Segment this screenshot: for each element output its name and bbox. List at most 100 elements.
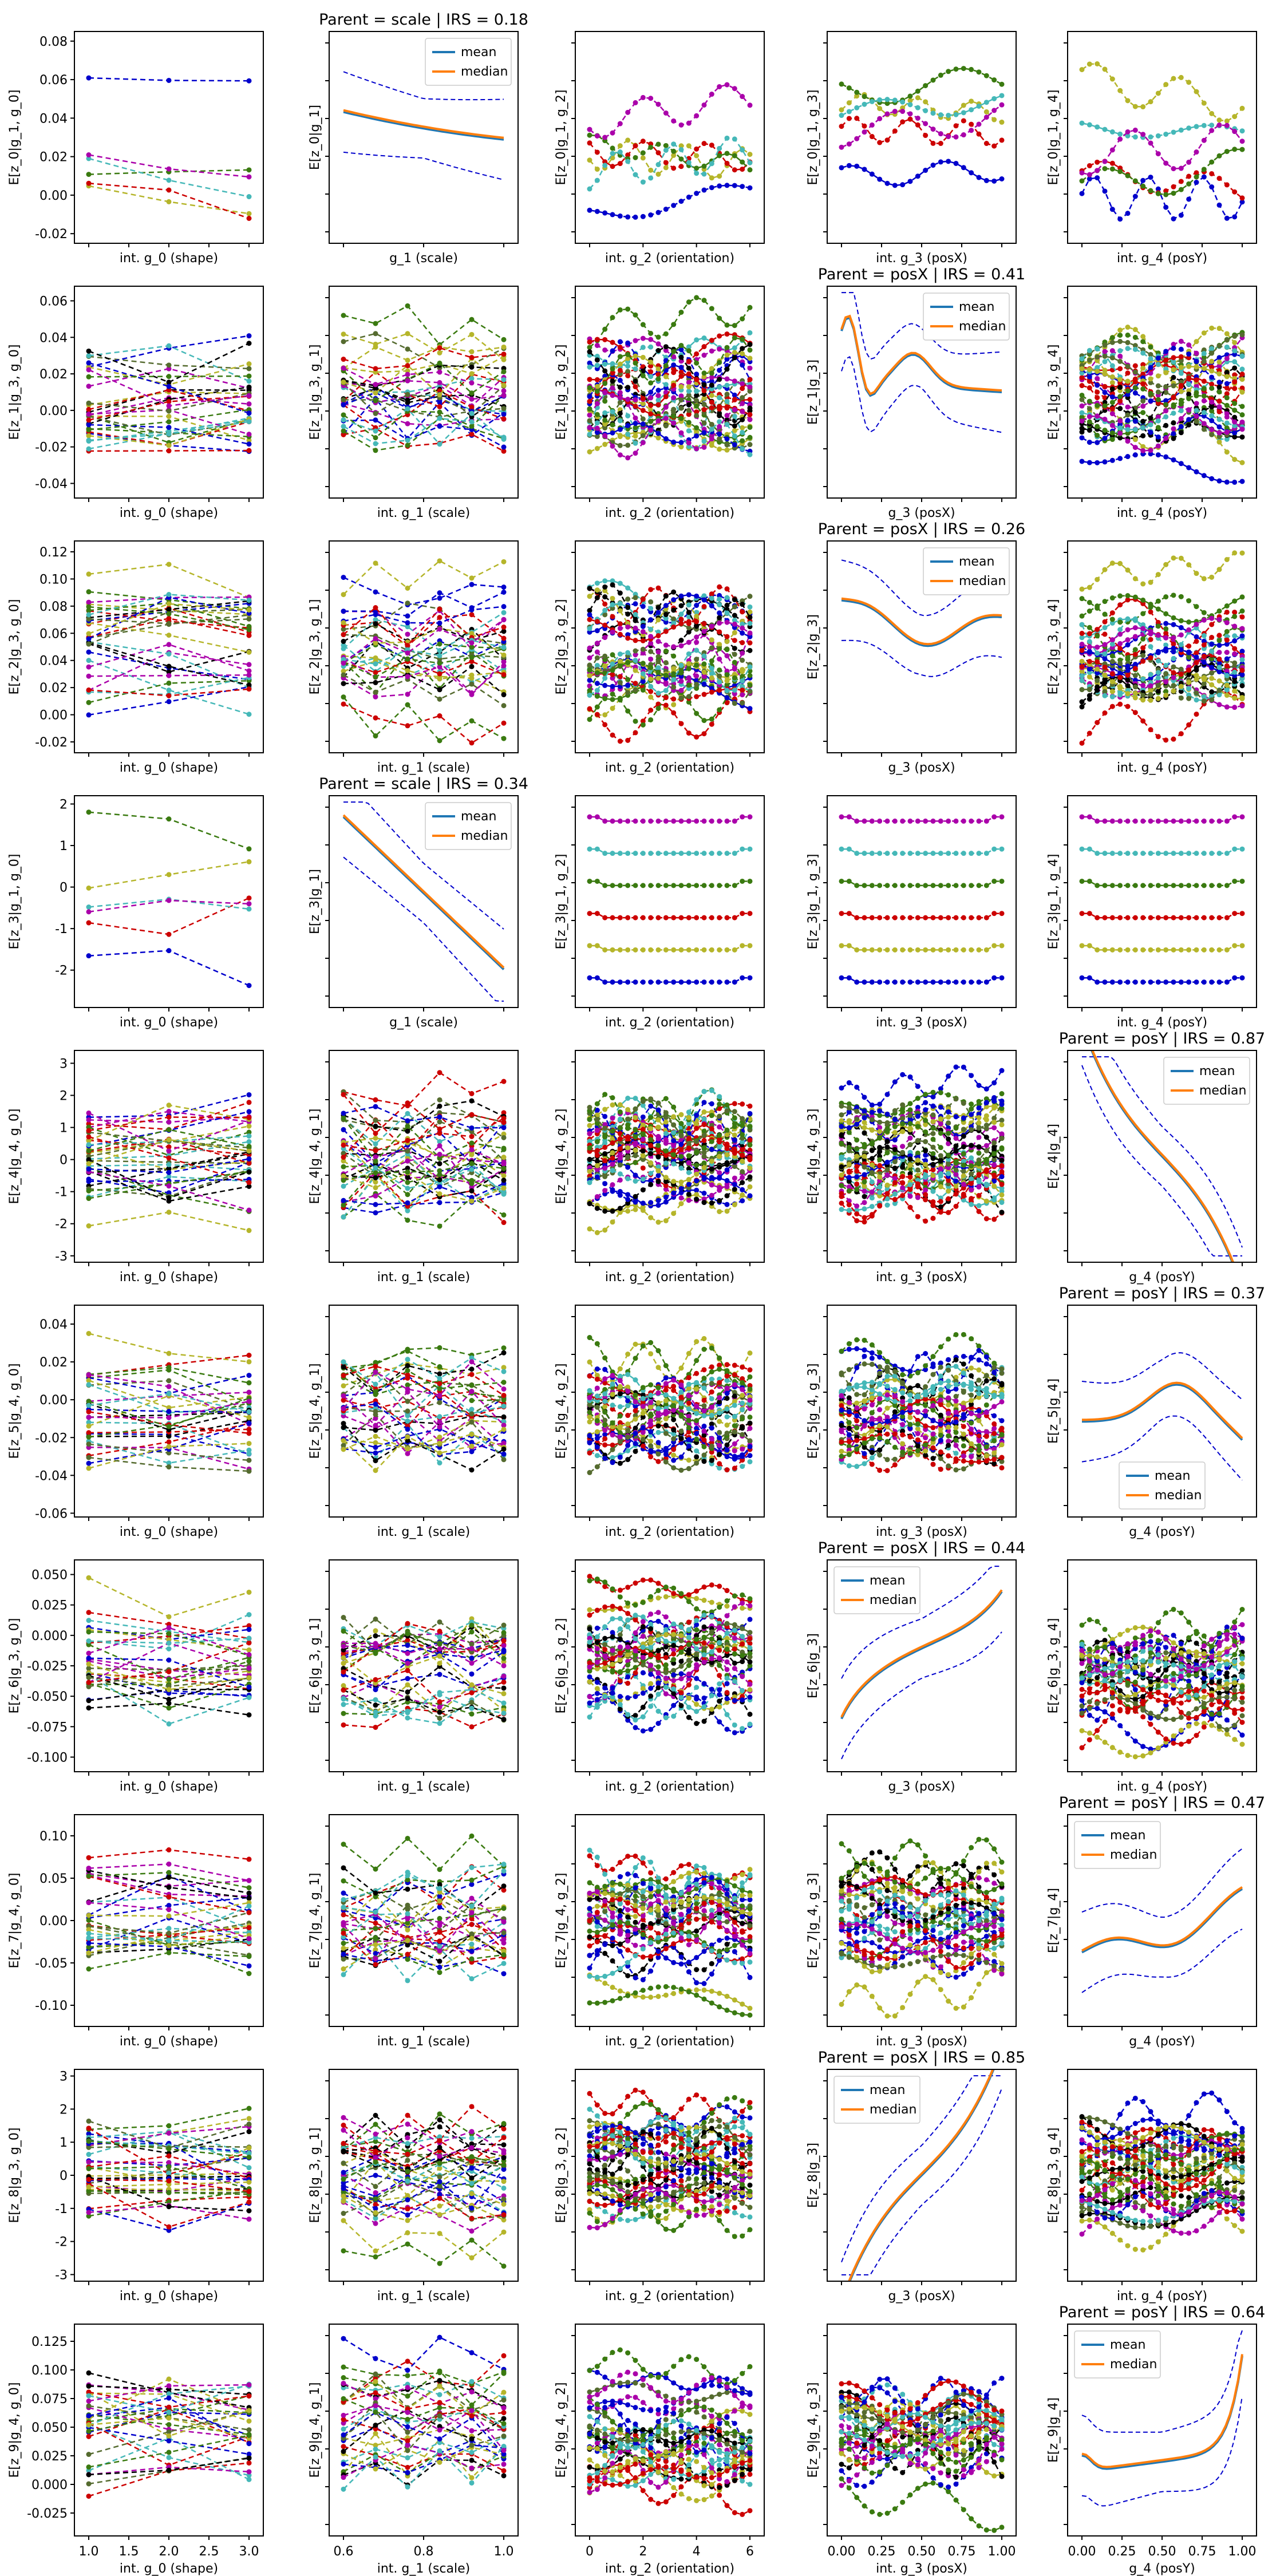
series-marker [1086,674,1092,679]
y-tick-label: -2 [55,1218,68,1232]
series-marker [671,589,677,595]
series-marker [625,677,631,682]
series-marker [1171,436,1176,441]
series-marker [1140,915,1146,920]
series-marker [501,337,507,342]
axes-frame [74,286,264,499]
series-marker [341,432,346,437]
series-line [343,362,504,402]
series-marker [587,339,592,345]
series-marker [587,655,592,661]
series-marker [724,442,730,448]
series-marker [633,214,638,220]
series-marker [640,433,646,438]
series-marker [724,392,730,397]
series-marker [1079,178,1085,184]
series-marker [1140,622,1146,627]
panel-r3-c4: int. g_4 (posY)E[z_3|g_1, g_4] [1046,795,1257,1030]
series-marker [892,915,898,920]
series-marker [747,102,753,108]
series-marker [617,410,623,416]
series-marker [1079,418,1085,424]
series-marker [86,1223,92,1229]
series-marker [587,412,592,418]
series-marker [717,368,722,373]
series-marker [961,915,966,920]
series-marker [877,140,883,145]
series-marker [1095,365,1100,370]
series-marker [1224,420,1230,426]
series-marker [999,943,1005,949]
series-marker [1125,915,1131,920]
series-marker [671,370,677,376]
series-marker [686,730,692,736]
series-marker [717,646,722,651]
series-marker [341,402,346,408]
x-axis-label: int. g_3 (posX) [876,1016,967,1030]
y-tick-label: 0.08 [39,35,68,49]
series-marker [625,351,631,357]
series-marker [1125,370,1131,376]
series-marker [1209,476,1215,481]
series-marker [694,398,700,404]
series-marker [1232,129,1238,135]
series-marker [747,943,753,949]
series-marker [1163,408,1169,414]
series-line [841,68,1002,104]
series-marker [86,687,92,693]
series-marker [1095,650,1100,656]
series-marker [1201,617,1207,623]
series-marker [1171,216,1176,222]
series-marker [1132,576,1138,582]
series-marker [1125,691,1131,697]
series-marker [686,428,692,434]
series-marker [938,112,943,118]
series-line [1081,387,1243,408]
series-marker [587,345,592,350]
y-tick-label: 0.00 [39,709,68,723]
series-marker [246,410,252,416]
series-line [589,337,750,369]
series-marker [1194,89,1199,94]
series-marker [930,818,936,824]
series-marker [938,72,943,78]
series-marker [1224,704,1230,710]
series-marker [166,948,172,954]
series-marker [633,611,638,617]
series-marker [724,151,730,156]
series-marker [678,347,684,353]
series-marker [655,690,661,696]
series-marker [1201,100,1207,106]
series-marker [1171,76,1176,81]
series-marker [633,421,638,426]
series-line [343,661,504,675]
series-marker [1178,354,1184,359]
series-marker [907,179,913,184]
series-marker [678,365,684,370]
y-axis-label: E[z_0|g_1] [308,105,322,170]
series-line [1081,122,1243,139]
series-marker [655,638,661,644]
series-marker [1201,915,1207,920]
series-marker [701,604,707,610]
series-marker [610,602,615,607]
series-line [589,394,750,431]
series-marker [640,883,646,888]
axes-frame [1067,31,1257,244]
x-axis-label: int. g_0 (shape) [120,1016,218,1030]
series-marker [1079,375,1085,381]
series-marker [747,647,753,653]
series-marker [923,83,929,89]
plot-area [1079,550,1245,746]
series-marker [617,390,623,396]
series-marker [717,173,722,179]
series-marker [246,1228,252,1234]
series-marker [587,692,592,698]
series-marker [594,445,600,451]
series-marker [341,365,346,371]
legend-median-label: median [461,65,508,79]
series-marker [1125,637,1131,643]
series-marker [900,109,906,114]
series-marker [1132,127,1138,133]
series-marker [1125,438,1131,444]
